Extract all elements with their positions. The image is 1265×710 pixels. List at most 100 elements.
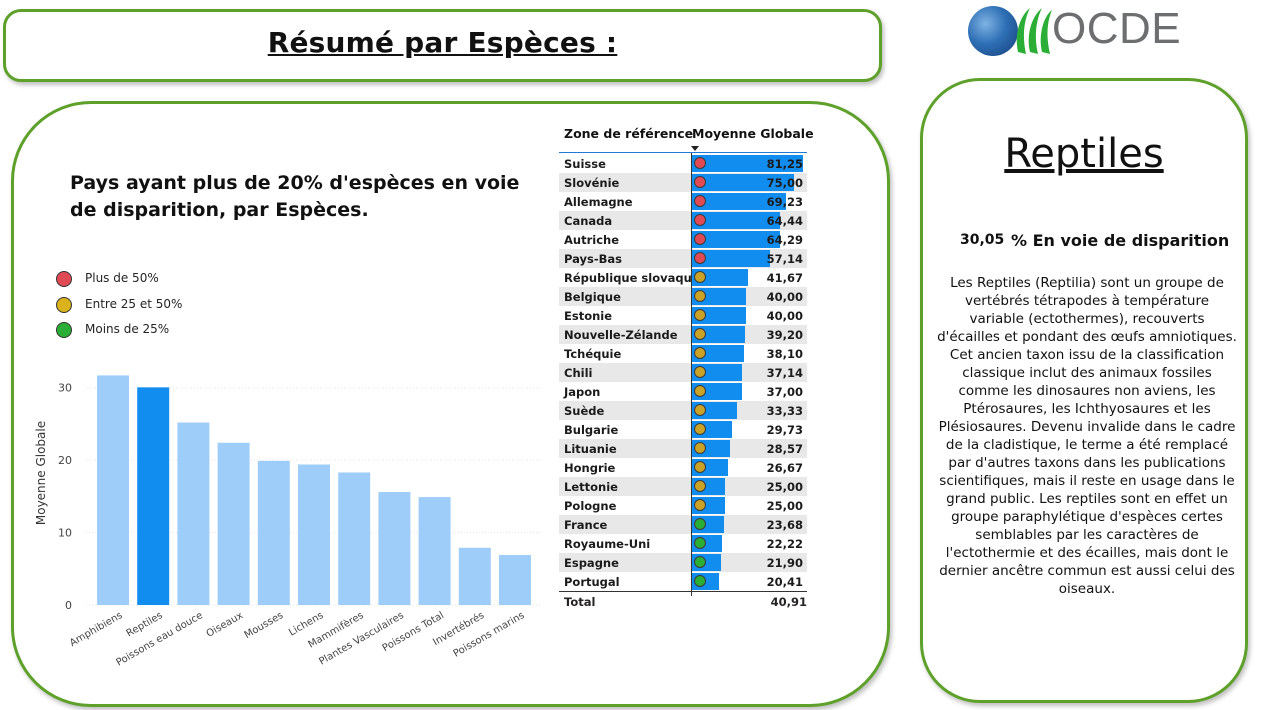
legend-label: Moins de 25% (85, 322, 170, 336)
table-row[interactable]: Bulgarie 29,73 (559, 420, 807, 439)
table-row[interactable]: France 23,68 (559, 515, 807, 534)
mean-cell: 22,22 (691, 534, 805, 553)
y-axis-label: Moyenne Globale (34, 421, 48, 525)
mean-cell: 41,67 (691, 268, 805, 287)
bar-invert-br-s[interactable] (458, 547, 491, 605)
mean-value: 28,57 (766, 442, 803, 456)
mean-cell: 64,44 (691, 211, 805, 230)
legend-dot-icon (56, 322, 72, 338)
header-divider (559, 152, 807, 153)
bar-plantes-vasculaires[interactable] (378, 492, 411, 605)
bar-reptiles[interactable] (137, 387, 170, 605)
status-dot-icon (694, 404, 706, 416)
status-dot-icon (694, 252, 706, 264)
table-row[interactable]: Japon 37,00 (559, 382, 807, 401)
mean-cell: 40,00 (691, 306, 805, 325)
bar-mammif-res[interactable] (338, 472, 371, 605)
mean-value: 39,20 (766, 328, 803, 342)
bar-lichens[interactable] (298, 464, 330, 605)
y-tick-label: 10 (58, 527, 72, 540)
mean-cell: 29,73 (691, 420, 805, 439)
table-row[interactable]: Slovénie 75,00 (559, 173, 807, 192)
status-dot-icon (694, 480, 706, 492)
mean-value: 81,25 (766, 157, 803, 171)
country-name: Pays-Bas (564, 252, 623, 266)
table-row[interactable]: Royaume-Uni 22,22 (559, 534, 807, 553)
mean-value: 57,14 (766, 252, 803, 266)
mean-value: 20,41 (766, 575, 803, 589)
mean-value: 38,10 (766, 347, 803, 361)
mean-value: 41,67 (766, 271, 803, 285)
data-bar (691, 231, 780, 248)
mean-value: 26,67 (766, 461, 803, 475)
status-dot-icon (694, 499, 706, 511)
mean-value: 25,00 (766, 499, 803, 513)
table-row[interactable]: Suède 33,33 (559, 401, 807, 420)
x-tick-label: Oiseaux (205, 610, 246, 640)
table-row[interactable]: Pays-Bas 57,14 (559, 249, 807, 268)
table-row[interactable]: Pologne 25,00 (559, 496, 807, 515)
mean-cell: 64,29 (691, 230, 805, 249)
mean-value: 75,00 (766, 176, 803, 190)
country-name: Allemagne (564, 195, 633, 209)
country-name: Nouvelle-Zélande (564, 328, 678, 342)
table-row[interactable]: Autriche 64,29 (559, 230, 807, 249)
mean-cell: 33,33 (691, 401, 805, 420)
country-name: Autriche (564, 233, 620, 247)
table-header-mean[interactable]: Moyenne Globale (692, 126, 814, 141)
species-detail-panel: Reptiles 30,05 % En voie de disparition … (920, 78, 1248, 703)
logo-stripes-icon (1016, 8, 1052, 54)
mean-value: 33,33 (766, 404, 803, 418)
x-tick-label: Mousses (243, 610, 286, 641)
x-tick-label: Poissons marins (452, 610, 527, 660)
mean-cell: 26,67 (691, 458, 805, 477)
mean-value: 23,68 (766, 518, 803, 532)
bar-mousses[interactable] (257, 460, 290, 605)
mean-value: 29,73 (766, 423, 803, 437)
table-row[interactable]: Allemagne 69,23 (559, 192, 807, 211)
table-row[interactable]: Chili 37,14 (559, 363, 807, 382)
status-dot-icon (694, 537, 706, 549)
status-dot-icon (694, 423, 706, 435)
status-dot-icon (694, 233, 706, 245)
country-name: Suisse (564, 157, 606, 171)
table-row[interactable]: Lituanie 28,57 (559, 439, 807, 458)
table-row[interactable]: République slovaque 41,67 (559, 268, 807, 287)
table-row[interactable]: Tchéquie 38,10 (559, 344, 807, 363)
table-row[interactable]: Canada 64,44 (559, 211, 807, 230)
mean-value: 69,23 (766, 195, 803, 209)
status-dot-icon (694, 214, 706, 226)
legend-dot-icon (56, 296, 72, 313)
mean-value: 64,29 (766, 233, 803, 247)
table-row[interactable]: Estonie 40,00 (559, 306, 807, 325)
table-row[interactable]: Portugal 20,41 (559, 572, 807, 591)
mean-cell: 81,25 (691, 154, 805, 173)
table-row[interactable]: Espagne 21,90 (559, 553, 807, 572)
bar-poissons-marins[interactable] (499, 555, 531, 605)
mean-cell: 28,57 (691, 439, 805, 458)
mean-value: 25,00 (766, 480, 803, 494)
country-name: Tchéquie (564, 347, 622, 361)
mean-cell: 38,10 (691, 344, 805, 363)
mean-cell: 25,00 (691, 477, 805, 496)
legend-label: Entre 25 et 50% (85, 296, 183, 311)
status-dot-icon (694, 385, 706, 397)
bar-amphibiens[interactable] (97, 375, 129, 605)
sort-desc-icon[interactable] (691, 146, 699, 151)
mean-value: 21,90 (766, 556, 803, 570)
table-row[interactable]: Belgique 40,00 (559, 287, 807, 306)
table-row[interactable]: Hongrie 26,67 (559, 458, 807, 477)
bar-poissons-total[interactable] (418, 497, 451, 605)
data-bar (691, 155, 803, 172)
country-name: Hongrie (564, 461, 616, 475)
bar-poissons-eau-douce[interactable] (177, 422, 210, 605)
table-row[interactable]: Nouvelle-Zélande 39,20 (559, 325, 807, 344)
table-header-zone[interactable]: Zone de référence (564, 126, 694, 141)
mean-value: 22,22 (766, 537, 803, 551)
table-row[interactable]: Lettonie 25,00 (559, 477, 807, 496)
mean-value: 40,00 (766, 309, 803, 323)
bar-oiseaux[interactable] (217, 442, 250, 605)
table-row[interactable]: Suisse 81,25 (559, 154, 807, 173)
